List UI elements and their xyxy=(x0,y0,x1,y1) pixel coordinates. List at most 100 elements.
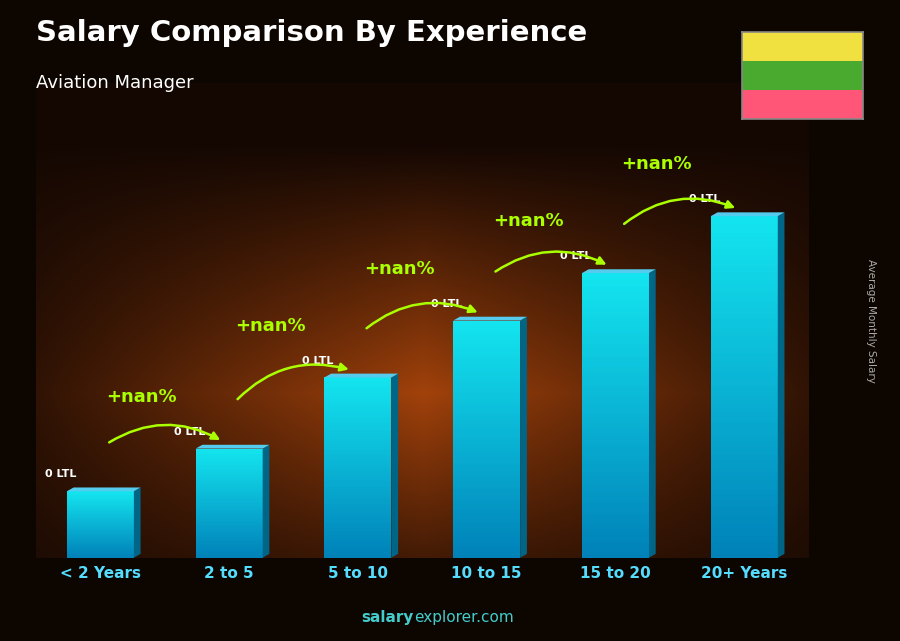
Text: 0 LTL: 0 LTL xyxy=(302,356,334,365)
Bar xyxy=(195,458,263,460)
Bar xyxy=(711,528,778,532)
Bar xyxy=(711,429,778,434)
Bar xyxy=(582,362,649,365)
Bar xyxy=(582,508,649,512)
Bar xyxy=(325,409,392,412)
Bar xyxy=(582,316,649,319)
Bar xyxy=(67,526,134,527)
Bar xyxy=(582,479,649,483)
Bar xyxy=(195,549,263,551)
Bar xyxy=(711,447,778,451)
Bar xyxy=(711,519,778,524)
Bar xyxy=(195,495,263,496)
Bar xyxy=(582,512,649,515)
Bar xyxy=(325,553,392,555)
Bar xyxy=(195,463,263,465)
Bar xyxy=(711,438,778,442)
Bar xyxy=(454,377,520,379)
Bar xyxy=(67,546,134,547)
Bar xyxy=(195,451,263,453)
Bar xyxy=(67,520,134,521)
Bar xyxy=(711,481,778,485)
Bar xyxy=(582,447,649,451)
Bar xyxy=(195,537,263,538)
Bar xyxy=(711,263,778,267)
Bar xyxy=(454,543,520,545)
Bar xyxy=(711,310,778,314)
Bar xyxy=(325,416,392,418)
Bar xyxy=(325,544,392,546)
Text: 0 LTL: 0 LTL xyxy=(45,469,76,479)
Bar xyxy=(454,492,520,495)
Bar xyxy=(67,509,134,510)
Bar xyxy=(195,554,263,555)
Bar xyxy=(582,273,649,277)
Bar xyxy=(67,502,134,503)
Bar xyxy=(195,507,263,508)
Bar xyxy=(325,517,392,519)
Bar xyxy=(582,340,649,344)
Bar xyxy=(711,276,778,280)
Bar xyxy=(711,357,778,362)
Text: Aviation Manager: Aviation Manager xyxy=(36,74,194,92)
Bar xyxy=(582,312,649,316)
Bar xyxy=(711,374,778,378)
Bar xyxy=(582,494,649,497)
Bar xyxy=(711,319,778,323)
Bar xyxy=(711,331,778,336)
Bar xyxy=(195,538,263,540)
Bar xyxy=(742,61,863,90)
Bar xyxy=(195,503,263,504)
Bar xyxy=(325,513,392,515)
Bar xyxy=(582,497,649,501)
Bar xyxy=(67,553,134,554)
Bar xyxy=(582,291,649,294)
Bar xyxy=(582,337,649,340)
Bar xyxy=(711,472,778,476)
Bar xyxy=(711,400,778,404)
Bar xyxy=(325,476,392,479)
Polygon shape xyxy=(134,487,140,558)
Bar xyxy=(582,501,649,504)
Bar xyxy=(454,478,520,481)
Bar xyxy=(195,490,263,491)
Bar xyxy=(67,554,134,555)
Bar xyxy=(454,374,520,377)
Polygon shape xyxy=(582,269,656,273)
Bar xyxy=(711,272,778,276)
Bar xyxy=(325,397,392,400)
Bar xyxy=(325,443,392,445)
Bar xyxy=(195,469,263,470)
Bar xyxy=(195,541,263,543)
Bar xyxy=(454,347,520,350)
Bar xyxy=(582,458,649,462)
Bar xyxy=(195,548,263,549)
Bar xyxy=(454,457,520,460)
Bar xyxy=(67,494,134,495)
Bar xyxy=(711,485,778,489)
Bar xyxy=(325,488,392,490)
Bar xyxy=(711,455,778,460)
Bar xyxy=(325,465,392,467)
Bar xyxy=(454,410,520,412)
Bar xyxy=(582,415,649,419)
Bar xyxy=(325,431,392,434)
Bar xyxy=(454,424,520,427)
Bar xyxy=(67,495,134,496)
Bar xyxy=(582,358,649,362)
Bar xyxy=(325,467,392,470)
Bar xyxy=(325,458,392,461)
Bar xyxy=(325,393,392,395)
Bar xyxy=(67,511,134,512)
Bar xyxy=(454,540,520,543)
Bar xyxy=(711,549,778,553)
Bar xyxy=(454,419,520,421)
Polygon shape xyxy=(67,487,140,491)
Bar xyxy=(195,521,263,522)
Bar xyxy=(67,513,134,515)
Bar xyxy=(454,454,520,457)
Bar xyxy=(195,491,263,492)
Bar xyxy=(325,490,392,492)
Bar xyxy=(454,549,520,552)
Bar xyxy=(711,404,778,408)
